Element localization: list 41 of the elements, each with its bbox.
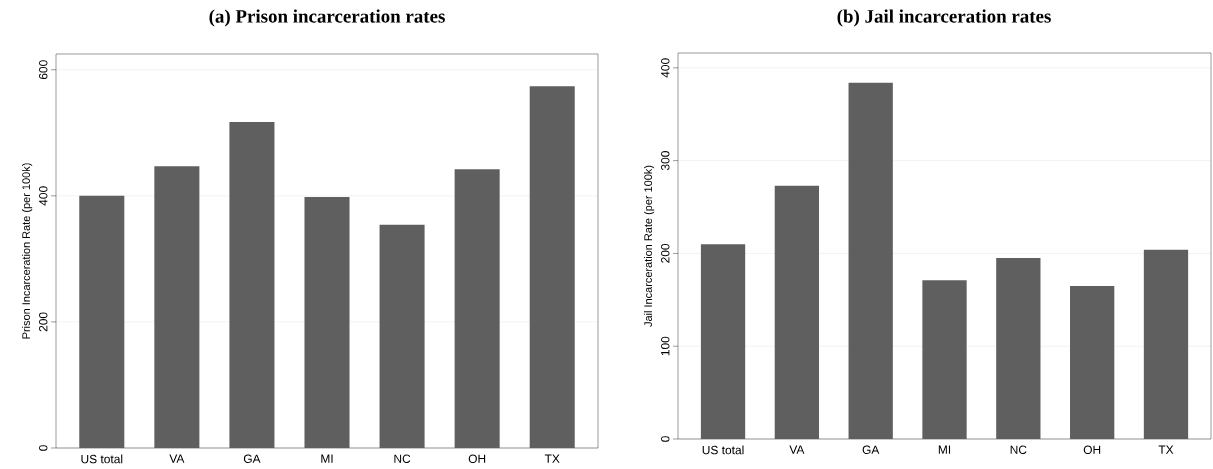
x-tick-label: NC	[394, 454, 411, 463]
chart-title: (a) Prison incarceration rates	[209, 9, 445, 27]
x-tick-label: MI	[321, 454, 333, 463]
x-tick-label: US total	[81, 454, 123, 464]
y-tick-label: 400	[661, 58, 670, 78]
x-tick-label: OH	[1083, 445, 1101, 454]
y-axis-title: Prison Incarceration Rate (per 100k)	[21, 163, 33, 339]
chart-title: (b) Jail incarceration rates	[837, 9, 1051, 27]
y-axis-title: Jail Incarceration Rate (per 100k)	[643, 165, 655, 327]
x-tick-label: NC	[1010, 445, 1027, 454]
y-tick-label: 400	[39, 186, 48, 206]
bar	[304, 197, 350, 448]
bar	[700, 244, 746, 439]
bar	[848, 82, 893, 439]
x-tick-label: MI	[938, 445, 951, 454]
bar	[229, 122, 275, 448]
x-tick-label: US total	[702, 445, 744, 455]
bar	[1143, 249, 1189, 439]
x-tick-label: TX	[1158, 445, 1174, 454]
y-tick-label: 200	[39, 312, 48, 332]
y-tick-label: 600	[39, 60, 48, 80]
bar	[996, 258, 1041, 439]
x-tick-label: VA	[789, 445, 805, 454]
x-tick-label: OH	[468, 454, 486, 463]
x-tick-label: TX	[544, 454, 560, 463]
bar	[529, 86, 575, 448]
y-tick-label: 0	[661, 436, 670, 442]
bar	[774, 185, 820, 439]
bar	[154, 166, 200, 448]
x-tick-label: VA	[169, 454, 185, 463]
y-tick-label: 0	[39, 445, 48, 451]
bar	[379, 224, 425, 448]
bar	[79, 195, 125, 448]
y-tick-label: 100	[661, 336, 670, 356]
bar	[454, 169, 500, 448]
x-tick-label: GA	[862, 445, 880, 454]
bar	[1070, 285, 1115, 439]
y-tick-label: 200	[661, 243, 670, 263]
y-tick-label: 300	[661, 151, 670, 171]
x-tick-label: GA	[243, 454, 261, 463]
bar	[922, 280, 967, 439]
